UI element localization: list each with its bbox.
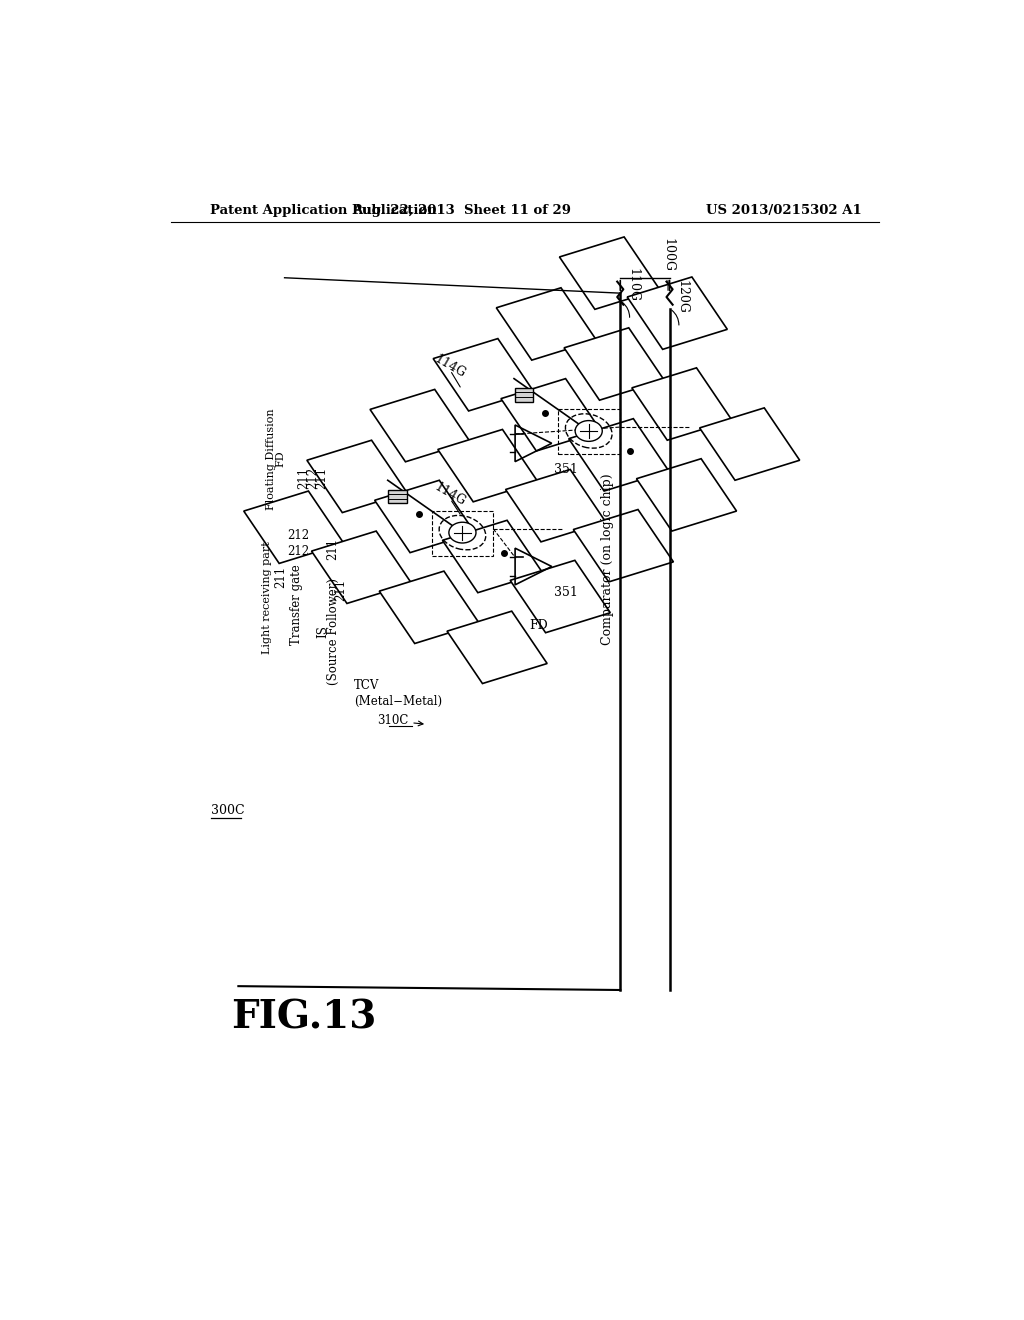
Text: (Source Follower): (Source Follower): [328, 578, 340, 685]
Polygon shape: [637, 459, 736, 531]
Text: 212: 212: [287, 529, 309, 543]
Text: 212: 212: [287, 545, 309, 557]
Ellipse shape: [575, 421, 602, 441]
Text: Light receiving part: Light receiving part: [262, 541, 271, 653]
Polygon shape: [573, 510, 674, 582]
Text: 211: 211: [326, 537, 339, 560]
Bar: [558, 409, 620, 454]
Text: Transfer gate: Transfer gate: [290, 565, 303, 645]
Polygon shape: [438, 429, 538, 502]
Text: (Metal−Metal): (Metal−Metal): [354, 694, 442, 708]
Polygon shape: [559, 238, 659, 309]
Polygon shape: [568, 418, 669, 491]
Text: 310C: 310C: [377, 714, 423, 727]
Text: 100G: 100G: [662, 238, 675, 272]
Text: 114G: 114G: [432, 480, 468, 510]
Polygon shape: [497, 288, 596, 360]
Bar: [388, 490, 407, 503]
Polygon shape: [564, 327, 665, 400]
Polygon shape: [501, 379, 601, 451]
Polygon shape: [244, 491, 344, 564]
Text: 212: 212: [306, 467, 319, 488]
Polygon shape: [447, 611, 547, 684]
Text: 120G: 120G: [676, 280, 689, 314]
Polygon shape: [379, 572, 479, 644]
Polygon shape: [506, 470, 605, 543]
Text: 110G: 110G: [627, 268, 639, 302]
Text: Comparator (on logic chip): Comparator (on logic chip): [601, 473, 614, 644]
Text: Aug. 22, 2013  Sheet 11 of 29: Aug. 22, 2013 Sheet 11 of 29: [352, 205, 571, 218]
Text: 211: 211: [274, 566, 287, 589]
Ellipse shape: [449, 523, 476, 543]
Text: FD: FD: [275, 450, 286, 467]
Text: TCV: TCV: [354, 680, 379, 693]
Text: US 2013/0215302 A1: US 2013/0215302 A1: [707, 205, 862, 218]
Polygon shape: [370, 389, 470, 462]
Text: 351: 351: [554, 462, 578, 475]
Polygon shape: [632, 368, 732, 441]
Polygon shape: [699, 408, 800, 480]
Text: Floating Diffusion: Floating Diffusion: [266, 408, 276, 510]
Polygon shape: [442, 520, 543, 593]
Text: 211: 211: [315, 467, 328, 488]
Text: IS: IS: [316, 626, 330, 639]
Text: FIG.13: FIG.13: [230, 998, 376, 1036]
Polygon shape: [510, 561, 610, 632]
Text: 211: 211: [297, 467, 310, 488]
Text: 211: 211: [335, 578, 347, 601]
Text: 300C: 300C: [211, 804, 245, 817]
Text: Patent Application Publication: Patent Application Publication: [210, 205, 436, 218]
Text: 114G: 114G: [432, 352, 468, 380]
Polygon shape: [311, 531, 412, 603]
Polygon shape: [433, 339, 534, 411]
Polygon shape: [628, 277, 727, 350]
Polygon shape: [307, 441, 407, 512]
Bar: [515, 388, 534, 401]
Text: FD: FD: [529, 619, 548, 632]
Text: 351: 351: [554, 586, 578, 599]
Polygon shape: [375, 480, 475, 553]
Bar: [432, 511, 494, 556]
